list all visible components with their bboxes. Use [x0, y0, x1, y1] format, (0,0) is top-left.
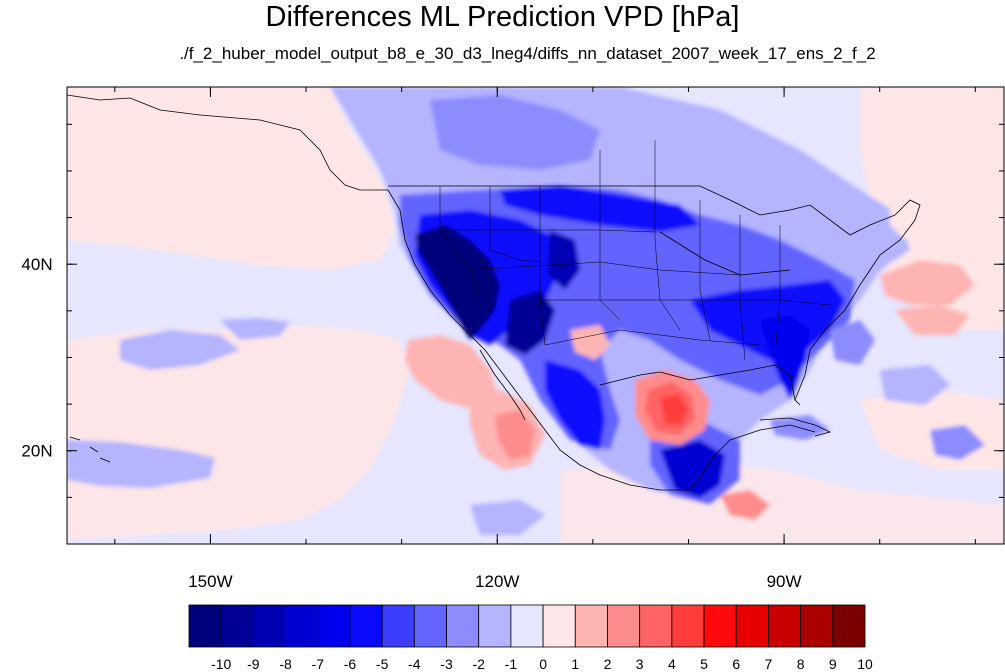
colorbar-swatch	[735, 604, 769, 648]
colorbar-swatch	[574, 604, 608, 648]
colorbar-label: 6	[732, 656, 740, 672]
colorbar-label: 1	[571, 656, 579, 672]
map-subtitle: ./f_2_huber_model_output_b8_e_30_d3_lneg…	[179, 44, 876, 63]
colorbar-label: -4	[408, 656, 421, 672]
colorbar-label: -1	[505, 656, 518, 672]
lon-tick-label: 150W	[188, 572, 232, 591]
colorbar-label: -10	[211, 656, 231, 672]
lat-tick-label: 40N	[21, 255, 52, 274]
colorbar-label: 8	[797, 656, 805, 672]
map-frame	[66, 86, 1005, 545]
colorbar-swatch	[252, 604, 286, 648]
coastlines	[67, 94, 921, 491]
colorbar-swatch	[349, 604, 383, 648]
colorbar-label: 4	[668, 656, 676, 672]
axis-ticks: 150W 120W 90W 40N 20N	[21, 87, 1004, 591]
colorbar-swatch	[671, 604, 705, 648]
colorbar-swatch	[832, 604, 866, 648]
map-title: Differences ML Prediction VPD [hPa]	[265, 1, 740, 33]
colorbar-swatch	[639, 604, 673, 648]
state-borders	[439, 140, 831, 361]
colorbar-swatch	[542, 604, 576, 648]
colorbar-label: 7	[765, 656, 773, 672]
colorbar-label: -3	[440, 656, 453, 672]
lon-tick-label: 90W	[767, 572, 802, 591]
colorbar-swatch	[220, 604, 254, 648]
lat-tick-label: 20N	[21, 442, 52, 461]
colorbar-label: 3	[636, 656, 644, 672]
colorbar: -10 -9 -8 -7 -6 -5 -4 -3 -2 -1 0 1 2 3 4 5 6 7 8 9 10	[188, 604, 873, 672]
colorbar-swatch	[607, 604, 641, 648]
lon-tick-label: 120W	[475, 572, 519, 591]
colorbar-label: -7	[312, 656, 325, 672]
colorbar-swatch	[703, 604, 737, 648]
colorbar-label: 0	[539, 656, 547, 672]
colorbar-swatch	[800, 604, 834, 648]
colorbar-label: -8	[279, 656, 292, 672]
colorbar-label: -2	[472, 656, 485, 672]
colorbar-swatch	[285, 604, 319, 648]
colorbar-label: 5	[700, 656, 708, 672]
colorbar-label: -9	[247, 656, 260, 672]
islands	[69, 417, 832, 463]
colorbar-label: -5	[376, 656, 389, 672]
colorbar-swatch	[446, 604, 480, 648]
map-plot-area	[67, 87, 1004, 544]
colorbar-label: 9	[829, 656, 837, 672]
difference-field	[67, 87, 1004, 544]
colorbar-swatch	[478, 604, 512, 648]
colorbar-swatch	[188, 604, 222, 648]
colorbar-label: -6	[344, 656, 357, 672]
colorbar-swatch	[317, 604, 351, 648]
colorbar-swatch	[413, 604, 447, 648]
colorbar-swatch	[510, 604, 544, 648]
colorbar-swatch	[768, 604, 802, 648]
colorbar-label: 10	[857, 656, 873, 672]
colorbar-label: 2	[604, 656, 612, 672]
colorbar-swatch	[381, 604, 415, 648]
